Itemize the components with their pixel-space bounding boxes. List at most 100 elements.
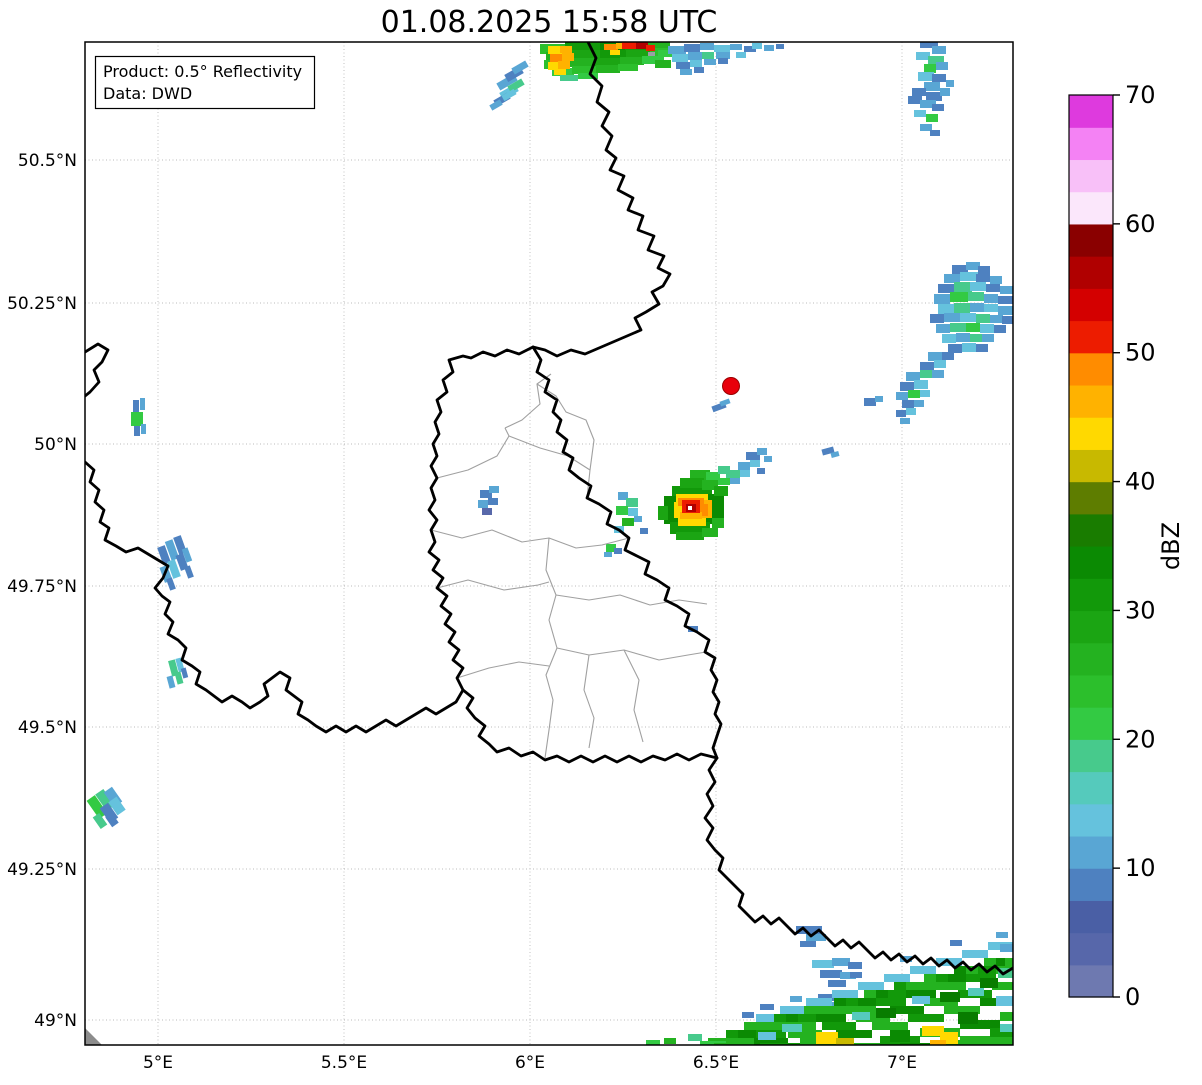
colorbar-segment	[1069, 127, 1113, 161]
radar-cell	[930, 314, 944, 323]
admin-border-line	[555, 594, 708, 606]
radar-cell	[908, 390, 920, 398]
radar-cell	[676, 62, 690, 69]
radar-cell	[744, 46, 756, 52]
radar-cell	[668, 46, 686, 54]
radar-cell	[930, 130, 940, 136]
radar-cell	[688, 506, 692, 510]
radar-cell	[680, 512, 702, 519]
radar-cell	[140, 398, 145, 410]
radar-cell	[736, 52, 746, 58]
radar-cell	[746, 452, 760, 460]
radar-cell	[978, 966, 1008, 974]
colorbar-segment	[1069, 95, 1113, 128]
radar-cell	[914, 110, 926, 117]
radar-cell	[757, 468, 765, 474]
radar-coverage-corner-patch	[85, 1028, 102, 1045]
radar-cell	[174, 671, 184, 685]
radar-cell	[704, 59, 716, 65]
radar-cell	[694, 67, 704, 73]
radar-cell	[872, 1022, 908, 1030]
radar-cell	[940, 992, 960, 1002]
y-tick-label: 49°N	[34, 1011, 77, 1031]
radar-cell	[900, 418, 910, 424]
y-tick-label: 49.25°N	[7, 860, 77, 880]
radar-cell	[858, 982, 884, 990]
colorbar-segment	[1069, 707, 1113, 740]
radar-cell	[620, 57, 644, 65]
radar-cell	[560, 75, 578, 81]
x-tick-label: 6°E	[515, 1053, 545, 1073]
radar-cell	[952, 265, 968, 274]
colorbar-segment	[1069, 159, 1113, 193]
info-box-product: Product: 0.5° Reflectivity	[103, 62, 302, 81]
radar-cell	[876, 998, 906, 1006]
colorbar-segment	[1069, 803, 1113, 837]
radar-cell	[920, 362, 934, 371]
radar-cell	[936, 62, 948, 70]
radar-cell	[86, 795, 108, 819]
radar-cell	[757, 448, 767, 455]
radar-cell	[984, 294, 998, 303]
radar-cell	[914, 380, 928, 389]
radar-cell	[672, 54, 688, 62]
info-box-source: Data: DWD	[103, 84, 192, 103]
radar-cell	[976, 274, 990, 282]
radar-cell	[908, 96, 922, 104]
radar-cell	[184, 565, 194, 579]
radar-cell	[560, 46, 572, 53]
radar-cell	[906, 372, 920, 381]
radar-cell	[164, 539, 180, 561]
admin-border-line	[436, 427, 510, 479]
colorbar-segment	[1069, 578, 1113, 612]
radar-cell	[846, 1006, 876, 1014]
radar-cell	[634, 516, 642, 522]
radar-cell	[920, 124, 932, 131]
radar-cell	[507, 78, 525, 93]
radar-cell	[618, 492, 628, 500]
radar-cell	[1000, 944, 1013, 952]
colorbar-segment	[1069, 384, 1113, 418]
radar-cell	[812, 960, 834, 968]
radar-cell	[950, 323, 966, 332]
radar-cell	[932, 46, 946, 54]
radar-cell	[718, 478, 730, 485]
admin-border-line	[504, 373, 552, 429]
radar-cell	[890, 1006, 924, 1014]
radar-cell	[489, 99, 503, 111]
y-tick-label: 50.25°N	[7, 294, 77, 314]
radar-cell	[764, 456, 772, 462]
radar-cell	[570, 50, 602, 59]
radar-cell	[968, 292, 984, 301]
radar-cell	[181, 547, 193, 563]
radar-cell	[948, 974, 978, 982]
radar-cell	[680, 69, 692, 75]
radar-cell	[984, 304, 998, 312]
radar-cell	[976, 344, 988, 352]
radar-cell	[978, 266, 990, 274]
radar-cell	[936, 982, 966, 990]
colorbar-segment	[1069, 449, 1113, 483]
radar-cell	[640, 528, 648, 534]
radar-site-marker	[722, 377, 740, 395]
radar-cell	[606, 544, 616, 552]
country-border-line	[85, 342, 110, 398]
radar-cell	[922, 1026, 944, 1036]
radar-cell	[992, 982, 1013, 990]
radar-cell	[718, 58, 728, 64]
radar-cell	[511, 60, 529, 75]
radar-cell	[740, 470, 750, 477]
x-axis-tick-labels: 5°E 5.5°E 6°E 6.5°E 7°E	[143, 1053, 917, 1073]
radar-cell	[95, 788, 115, 812]
radar-cell	[966, 262, 980, 270]
colorbar-segment	[1069, 642, 1113, 676]
radar-cell	[726, 1038, 756, 1045]
radar-cell	[480, 490, 492, 498]
radar-cell	[604, 552, 612, 557]
radar-cell	[996, 958, 1013, 967]
info-box-frame	[94, 55, 316, 110]
radar-cell	[910, 966, 936, 974]
radar-cell	[912, 996, 930, 1004]
radar-cell	[830, 451, 840, 458]
